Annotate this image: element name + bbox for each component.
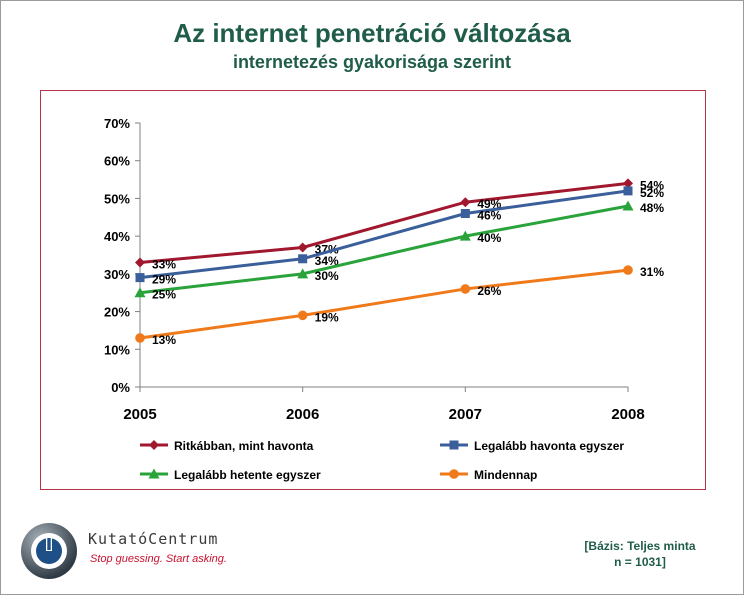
data-point (134, 287, 146, 298)
sample-base-note: [Bázis: Teljes minta n = 1031] (560, 538, 720, 570)
series-line (139, 204, 629, 295)
series-line (139, 181, 629, 265)
data-label: 34% (315, 254, 339, 268)
data-label: 19% (315, 310, 339, 324)
y-tick-label: 50% (104, 191, 130, 206)
legend-marker (149, 440, 159, 450)
data-point (623, 186, 633, 196)
legend-label: Ritkábban, mint havonta (174, 439, 314, 453)
data-label: 33% (152, 258, 176, 272)
y-tick-label: 20% (104, 305, 130, 320)
data-label: 40% (477, 231, 501, 245)
data-point (460, 197, 471, 208)
data-point (135, 257, 145, 268)
brand-name: KutatóCentrum (88, 530, 219, 548)
chart-frame (40, 90, 706, 490)
y-tick-label: 60% (104, 154, 130, 169)
data-label: 48% (640, 201, 664, 215)
data-point (623, 265, 633, 275)
data-point (135, 333, 145, 343)
data-point (460, 209, 470, 219)
chart-title: Az internet penetráció változása (173, 18, 571, 48)
data-point (622, 200, 634, 211)
legend-marker (148, 468, 160, 479)
data-label: 30% (315, 269, 339, 283)
kutatocentrum-logo-icon (21, 523, 77, 579)
y-tick-label: 10% (104, 342, 130, 357)
brand-slogan: Stop guessing. Start asking. (90, 553, 227, 565)
data-point (623, 178, 633, 189)
data-point (297, 310, 308, 321)
data-point (459, 230, 471, 241)
x-tick-label: 2006 (286, 406, 319, 423)
data-label: 13% (152, 333, 176, 347)
data-label: 49% (477, 197, 501, 211)
data-point (460, 284, 471, 294)
series-line (139, 189, 629, 280)
data-label: 52% (640, 186, 664, 200)
data-label: 31% (640, 265, 664, 279)
sample-base-line2: n = 1031] (614, 555, 666, 569)
sample-base-line1: [Bázis: Teljes minta (584, 539, 696, 553)
data-point (298, 254, 308, 264)
legend-label: Mindennap (474, 468, 537, 482)
data-label: 25% (152, 288, 176, 302)
legend-marker (449, 440, 459, 450)
y-tick-label: 70% (104, 116, 130, 131)
data-point (297, 268, 309, 279)
legend-label: Legalább hetente egyszer (174, 468, 321, 482)
x-tick-label: 2008 (611, 406, 644, 423)
chart-subtitle: internetezés gyakorisága szerint (232, 52, 512, 72)
data-label: 54% (640, 178, 664, 192)
y-tick-label: 30% (104, 267, 130, 282)
data-label: 26% (477, 284, 501, 298)
data-point (135, 273, 145, 283)
x-tick-label: 2007 (449, 406, 482, 423)
y-tick-label: 0% (111, 380, 130, 395)
y-tick-label: 40% (104, 229, 130, 244)
legend-marker (449, 469, 459, 479)
data-label: 29% (152, 273, 176, 287)
x-tick-label: 2005 (123, 406, 156, 423)
series-line (139, 268, 629, 340)
legend-label: Legalább havonta egyszer (474, 439, 624, 453)
data-label: 46% (477, 209, 501, 223)
data-point (297, 242, 308, 253)
